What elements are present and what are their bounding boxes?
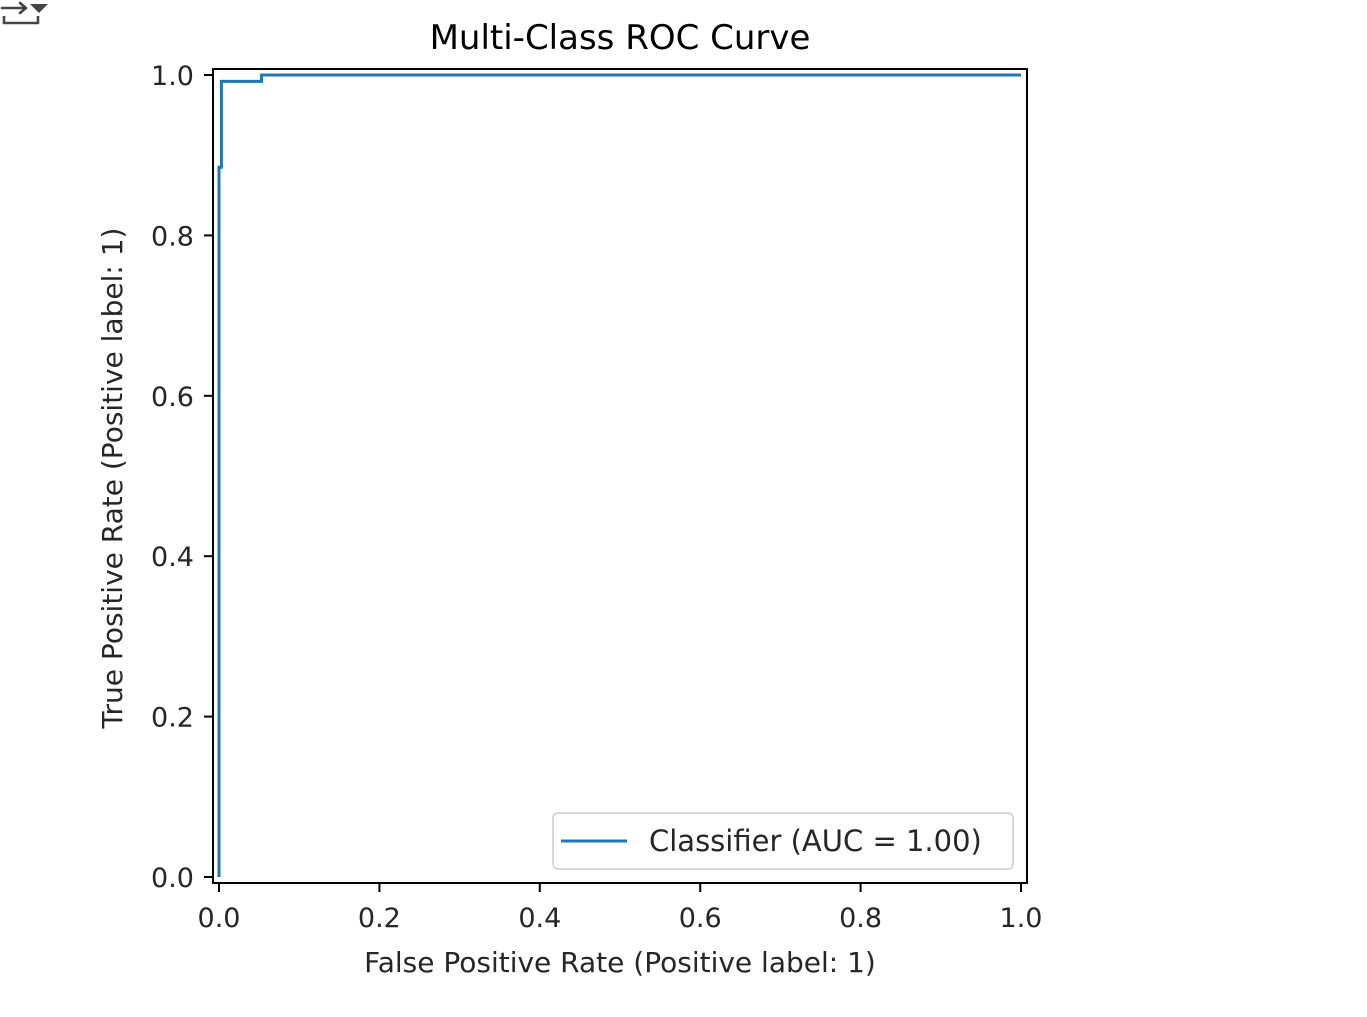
legend: Classifier (AUC = 1.00): [552, 812, 1014, 870]
y-axis-label: True Positive Rate (Positive label: 1): [96, 228, 129, 730]
legend-label: Classifier (AUC = 1.00): [649, 824, 982, 858]
y-tick-label: 0.8: [151, 221, 194, 252]
x-tick-label: 0.0: [198, 903, 241, 934]
axes-frame: [212, 68, 1028, 884]
chart-title: Multi-Class ROC Curve: [430, 18, 811, 58]
x-tick-label: 0.2: [358, 903, 401, 934]
y-tick-label: 0.0: [151, 863, 194, 894]
roc-curve-line: [217, 73, 1021, 877]
x-tick-label: 0.4: [518, 903, 561, 934]
x-tick-label: 0.6: [679, 903, 722, 934]
output-toggle-button[interactable]: [0, 0, 52, 30]
y-tick-label: 0.4: [151, 542, 194, 573]
y-tick-label: 1.0: [151, 61, 194, 92]
plot-area: [217, 73, 1021, 877]
x-tick-label: 0.8: [839, 903, 882, 934]
axes: 0.0 0.2 0.4 0.6 0.8 1.0 0.0 0.2 0.4 0.6 0.8 1.0: [151, 61, 1042, 934]
y-tick-label: 0.2: [151, 703, 194, 734]
y-tick-label: 0.6: [151, 382, 194, 413]
x-tick-label: 1.0: [1000, 903, 1043, 934]
legend-frame: [552, 812, 1014, 870]
x-axis-label: False Positive Rate (Positive label: 1): [364, 946, 876, 979]
output-collapse-icon: [0, 1, 48, 25]
